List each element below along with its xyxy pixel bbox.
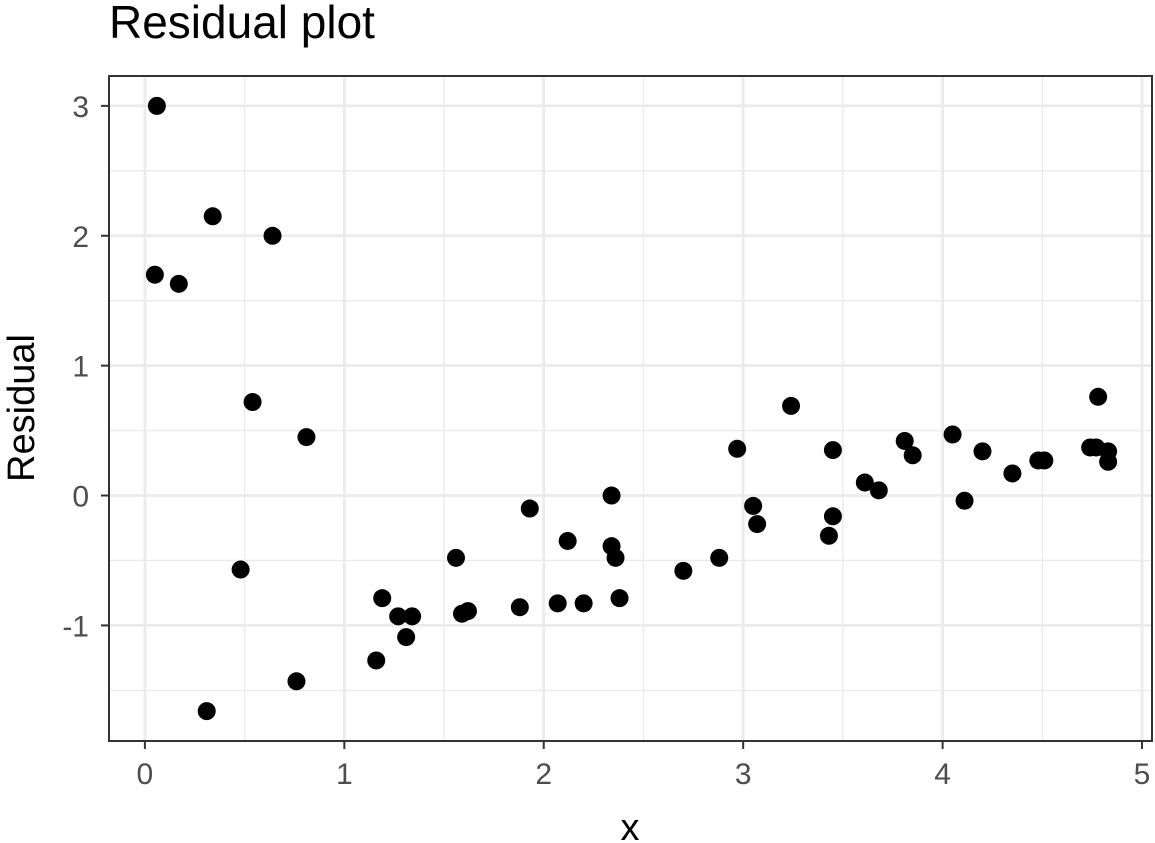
x-tick-label: 0 [137, 758, 154, 791]
y-tick-label: 0 [72, 481, 89, 514]
data-point [955, 491, 974, 510]
data-point [819, 526, 838, 545]
data-point [744, 496, 763, 515]
data-point [823, 441, 842, 460]
data-points [145, 96, 1118, 721]
chart-title: Residual plot [109, 0, 375, 48]
data-point [1003, 464, 1022, 483]
y-tick-label: 3 [72, 91, 89, 124]
data-point [674, 561, 693, 580]
data-point [203, 207, 222, 226]
y-axis-title: Residual [1, 334, 43, 482]
data-point [558, 531, 577, 550]
y-tick-label: -1 [62, 610, 89, 643]
data-point [403, 607, 422, 626]
x-tick-label: 2 [535, 758, 552, 791]
panel-border [108, 75, 1153, 742]
plot-panel [108, 75, 1153, 742]
data-point [447, 548, 466, 567]
data-point [1035, 451, 1054, 470]
data-point [782, 396, 801, 415]
data-point [145, 265, 164, 284]
data-point [1089, 387, 1108, 406]
data-point [823, 507, 842, 526]
data-point [367, 651, 386, 670]
data-point [869, 481, 888, 500]
data-point [389, 607, 408, 626]
data-point [710, 548, 729, 567]
data-point [287, 672, 306, 691]
data-point [855, 473, 874, 492]
x-axis: 0 1 2 3 4 5 [137, 741, 1151, 791]
data-point [903, 446, 922, 465]
data-point [548, 594, 567, 613]
data-point [574, 594, 593, 613]
y-tick-label: 2 [72, 221, 89, 254]
data-point [1099, 452, 1118, 471]
x-tick-label: 1 [336, 758, 353, 791]
x-axis-title: x [621, 807, 640, 843]
data-point [895, 431, 914, 450]
minor-gridlines [109, 76, 1152, 741]
data-point [458, 602, 477, 621]
data-point [748, 515, 767, 534]
data-point [243, 393, 262, 412]
data-point [973, 442, 992, 461]
data-point [728, 439, 747, 458]
data-point [610, 589, 629, 608]
data-point [373, 589, 392, 608]
data-point [297, 428, 316, 447]
panel-background [109, 76, 1152, 741]
data-point [197, 702, 216, 721]
data-point [231, 560, 250, 579]
data-point [602, 486, 621, 505]
x-tick-label: 3 [735, 758, 752, 791]
y-axis: -1 0 1 2 3 [62, 91, 109, 643]
data-point [606, 548, 625, 567]
data-point [147, 96, 166, 115]
data-point [169, 274, 188, 293]
data-point [263, 226, 282, 245]
x-tick-label: 5 [1134, 758, 1151, 791]
y-tick-label: 1 [72, 351, 89, 384]
data-point [397, 628, 416, 647]
data-point [510, 598, 529, 617]
x-tick-label: 4 [934, 758, 951, 791]
data-point [520, 499, 539, 518]
data-point [943, 425, 962, 444]
major-gridlines [109, 76, 1152, 741]
